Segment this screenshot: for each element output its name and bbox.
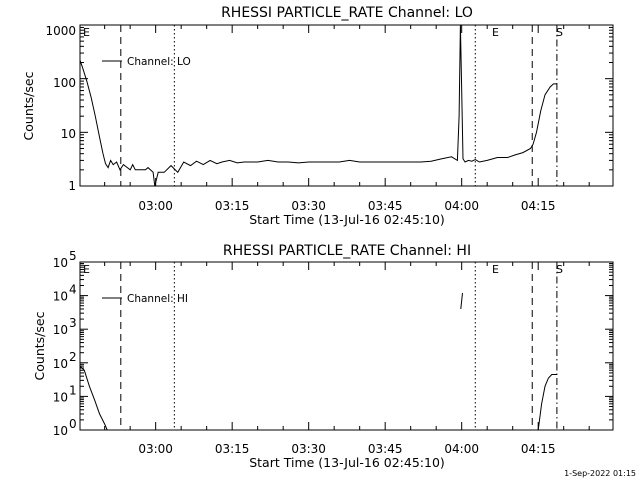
panel-hi-event-markers — [79, 262, 558, 430]
data-series-line — [537, 374, 557, 431]
panel-lo-series — [79, 24, 557, 187]
panel-hi-xlabel: Start Time (13-Jul-16 02:45:10) — [249, 455, 445, 470]
y-tick-exponent: 5 — [69, 249, 77, 263]
y-tick-label: 10 — [53, 256, 68, 270]
panel-hi-y-minor-ticks — [80, 263, 613, 431]
panel-lo-ytick-1000: 1000 — [45, 24, 76, 38]
panel-hi-legend-label: Channel: HI — [127, 293, 188, 305]
panel-hi-frame — [79, 261, 614, 431]
panel-hi-series — [79, 292, 557, 431]
x-tick-label: 03:15 — [215, 442, 250, 456]
panel-hi-ylabel: Counts/sec — [32, 311, 47, 380]
x-tick-label: 04:00 — [444, 199, 479, 213]
panel-lo-x-ticks: 03:00 03:15 03:30 03:45 04:00 04:15 — [104, 25, 590, 213]
panel-lo-ytick-100: 100 — [53, 76, 76, 90]
panel-lo-marker-label-start: E — [83, 26, 90, 39]
panel-lo-title: RHESSI PARTICLE_RATE Channel: LO — [221, 5, 473, 21]
y-tick-exponent: 0 — [69, 417, 77, 431]
panel-hi-marker-label-saa: S — [556, 263, 563, 276]
x-tick-label: 04:00 — [444, 442, 479, 456]
panel-hi-marker-label-start: E — [83, 263, 90, 276]
panel-lo-y-minor-ticks — [80, 26, 613, 187]
y-tick-exponent: 1 — [69, 383, 77, 397]
panel-hi-x-ticks: 03:00 03:15 03:30 03:45 04:00 04:15 — [104, 262, 590, 456]
x-tick-label: 04:15 — [521, 199, 556, 213]
data-series-line — [79, 24, 557, 187]
y-tick-label: 10 — [53, 290, 68, 304]
panel-lo-marker-label-end: E — [492, 26, 499, 39]
panel-hi: RHESSI PARTICLE_RATE Channel: HI E E S C… — [32, 243, 614, 470]
x-tick-label: 03:00 — [138, 199, 173, 213]
x-tick-label: 03:45 — [368, 442, 403, 456]
x-tick-label: 03:15 — [215, 199, 250, 213]
panel-lo-frame — [79, 24, 614, 187]
panel-lo-ytick-10: 10 — [61, 127, 76, 141]
panel-lo-xlabel: Start Time (13-Jul-16 02:45:10) — [249, 212, 445, 227]
y-tick-exponent: 2 — [69, 350, 77, 364]
date-stamp: 1-Sep-2022 01:15 — [564, 469, 636, 478]
x-tick-label: 03:00 — [138, 442, 173, 456]
y-tick-label: 10 — [53, 390, 68, 404]
y-tick-label: 10 — [53, 424, 68, 438]
panel-lo-event-markers — [79, 25, 558, 186]
panel-lo-ytick-1: 1 — [68, 179, 76, 193]
data-series-line — [79, 365, 108, 431]
y-tick-label: 10 — [53, 357, 68, 371]
y-tick-exponent: 4 — [69, 283, 77, 297]
panel-lo-legend-label: Channel: LO — [127, 56, 191, 68]
panel-lo-marker-label-saa: S — [556, 26, 563, 39]
panel-lo: RHESSI PARTICLE_RATE Channel: LO E E S C… — [21, 5, 614, 227]
y-tick-exponent: 3 — [69, 316, 77, 330]
x-tick-label: 04:15 — [521, 442, 556, 456]
x-tick-label: 03:30 — [291, 199, 326, 213]
panel-lo-ylabel: Counts/sec — [21, 71, 36, 140]
panel-hi-marker-label-end: E — [492, 263, 499, 276]
data-series-line — [460, 292, 463, 310]
x-tick-label: 03:45 — [368, 199, 403, 213]
x-tick-label: 03:30 — [291, 442, 326, 456]
panel-hi-title: RHESSI PARTICLE_RATE Channel: HI — [223, 243, 471, 259]
y-tick-label: 10 — [53, 323, 68, 337]
